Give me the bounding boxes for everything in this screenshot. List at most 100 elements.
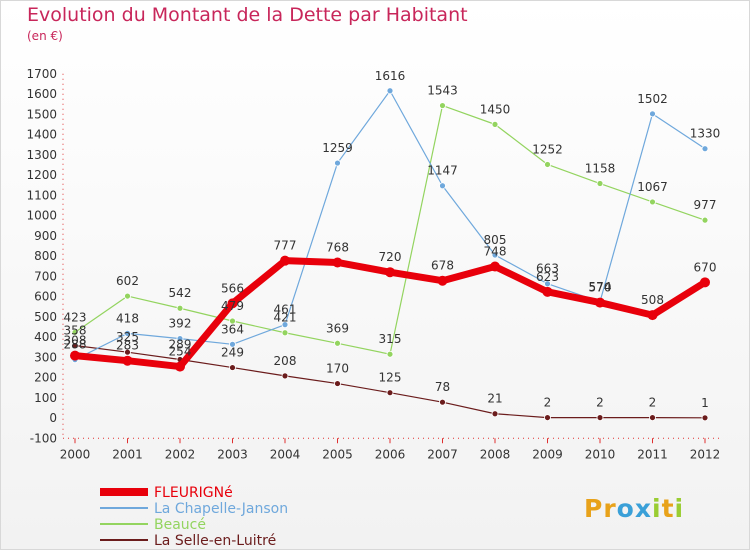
data-point xyxy=(386,389,394,397)
data-label: 623 xyxy=(536,270,559,284)
data-point xyxy=(544,280,551,288)
x-tick-label: 2004 xyxy=(270,447,301,461)
y-tick-label: 100 xyxy=(34,391,57,405)
data-point xyxy=(700,277,710,288)
data-label: 570 xyxy=(589,281,612,295)
data-point xyxy=(439,102,446,109)
data-point xyxy=(437,275,448,286)
data-label: 574 xyxy=(589,280,612,294)
y-tick-label: 900 xyxy=(34,229,57,243)
data-label: 364 xyxy=(221,322,244,336)
x-tick-label: 2009 xyxy=(532,447,563,461)
legend-label: La Chapelle-Janson xyxy=(154,501,288,517)
data-label: 1 xyxy=(701,396,709,410)
y-tick-label: 200 xyxy=(34,371,57,385)
data-point xyxy=(439,182,446,190)
data-point xyxy=(439,398,446,406)
data-label: 418 xyxy=(116,311,139,325)
y-tick-label: 700 xyxy=(34,269,57,283)
data-label: 1067 xyxy=(637,180,668,194)
data-point xyxy=(334,339,341,347)
data-point xyxy=(647,310,658,321)
x-tick-label: 2001 xyxy=(112,447,143,461)
proxiti-logo: Proxiti xyxy=(584,494,685,523)
y-tick-label: 800 xyxy=(34,249,57,263)
data-point xyxy=(71,342,79,349)
data-point xyxy=(491,410,499,418)
data-label: 392 xyxy=(169,317,192,331)
data-point xyxy=(124,329,131,337)
data-point xyxy=(227,298,238,309)
data-label: 1330 xyxy=(690,127,721,141)
x-tick-label: 2007 xyxy=(427,447,458,461)
data-label: 542 xyxy=(169,286,192,300)
data-label: 249 xyxy=(221,346,244,360)
data-label: 508 xyxy=(641,293,664,307)
data-label: 421 xyxy=(274,311,297,325)
data-point xyxy=(176,304,184,312)
data-label: 461 xyxy=(274,303,297,317)
x-tick-label: 2008 xyxy=(480,447,511,461)
x-tick-label: 2003 xyxy=(217,447,248,461)
legend-label: FLEURIGNé xyxy=(154,485,233,501)
data-label: 663 xyxy=(536,262,559,276)
x-tick-label: 2006 xyxy=(375,447,406,461)
chart-subtitle: (en €) xyxy=(27,29,63,43)
x-tick-label: 2011 xyxy=(637,447,668,461)
data-point xyxy=(334,380,341,387)
data-label: 21 xyxy=(487,392,502,406)
data-label: 977 xyxy=(694,198,717,212)
data-point xyxy=(124,292,131,300)
y-tick-label: 0 xyxy=(49,411,57,425)
data-point xyxy=(280,255,290,266)
x-tick-label: 2002 xyxy=(165,447,196,461)
data-label: 315 xyxy=(379,332,402,346)
data-label: 283 xyxy=(116,339,139,353)
y-tick-label: 600 xyxy=(34,290,57,304)
x-tick-label: 2010 xyxy=(585,447,616,461)
data-point xyxy=(544,414,551,421)
data-label: 1502 xyxy=(637,92,668,106)
y-tick-label: -100 xyxy=(30,431,57,445)
data-point xyxy=(229,340,236,348)
data-point xyxy=(385,267,395,278)
data-point xyxy=(176,335,184,343)
data-point xyxy=(122,355,133,366)
data-point xyxy=(490,261,500,272)
x-tick-label: 2005 xyxy=(322,447,353,461)
chart-title: Evolution du Montant de la Dette par Hab… xyxy=(27,4,468,26)
data-label: 1252 xyxy=(532,142,563,156)
data-label: 1450 xyxy=(480,102,511,116)
data-point xyxy=(701,216,709,224)
data-label: 2 xyxy=(544,396,552,410)
data-point xyxy=(386,350,394,358)
data-point xyxy=(596,180,604,187)
data-label: 289 xyxy=(169,337,192,351)
y-tick-label: 300 xyxy=(34,350,57,364)
data-point xyxy=(542,286,553,297)
data-label: 78 xyxy=(435,380,450,394)
data-label: 423 xyxy=(64,310,87,324)
data-point xyxy=(124,348,131,356)
data-point xyxy=(701,414,709,422)
legend-label: La Selle-en-Luitré xyxy=(154,533,276,549)
data-point xyxy=(175,361,185,372)
data-label: 208 xyxy=(274,354,297,368)
data-label: 1158 xyxy=(585,162,616,176)
data-label: 720 xyxy=(379,250,402,264)
y-tick-label: 1200 xyxy=(26,168,57,182)
data-point xyxy=(229,364,236,371)
data-point xyxy=(596,414,604,421)
data-label: 308 xyxy=(64,334,87,348)
data-point xyxy=(544,161,551,168)
data-point xyxy=(491,120,499,128)
data-point xyxy=(229,317,236,325)
data-label: 369 xyxy=(326,321,349,335)
data-label: 254 xyxy=(169,345,192,359)
data-point xyxy=(281,329,289,337)
data-label: 1616 xyxy=(375,69,406,83)
x-tick-label: 2000 xyxy=(60,447,91,461)
y-tick-label: 1300 xyxy=(26,148,57,162)
